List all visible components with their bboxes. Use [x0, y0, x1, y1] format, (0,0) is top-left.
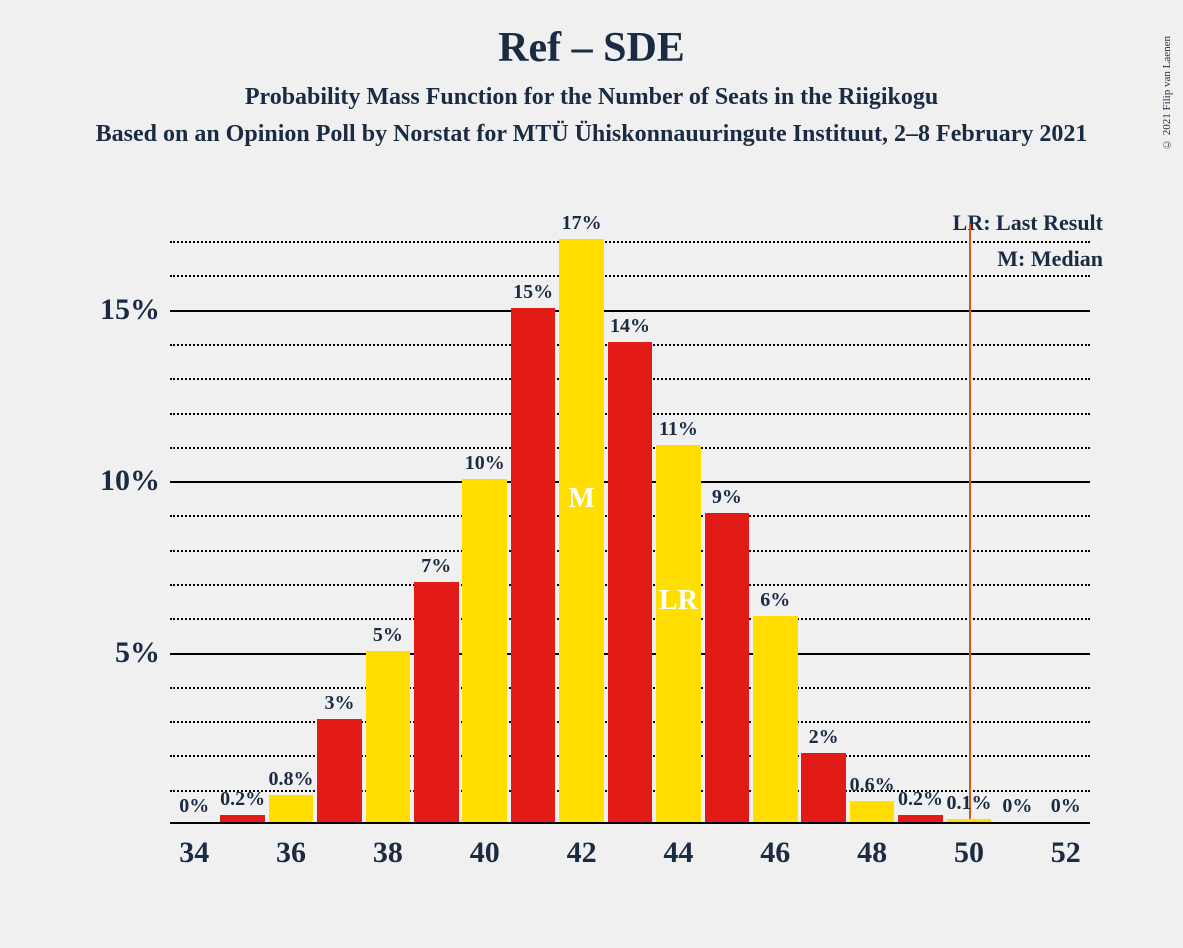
x-axis-tick-label: 34 [179, 836, 209, 870]
gridline-minor [170, 241, 1090, 243]
x-axis-tick-label: 38 [373, 836, 403, 870]
x-axis-tick-label: 36 [276, 836, 306, 870]
bar-value-label: 2% [809, 726, 839, 749]
bar-value-label: 7% [421, 555, 451, 578]
bar-45: 9% [705, 513, 750, 822]
bar-50: 0.1% [947, 819, 992, 822]
bar-value-label: 6% [760, 589, 790, 612]
bar-value-label: 0.2% [898, 788, 943, 811]
chart-container: 5%10%15%0%0.2%0.8%3%5%7%10%15%17%M14%11%… [90, 224, 1110, 864]
bar-41: 15% [511, 308, 556, 822]
bar-value-label: 10% [465, 452, 505, 475]
x-axis-tick-label: 40 [470, 836, 500, 870]
bar-value-label: 0% [1002, 795, 1032, 818]
bar-43: 14% [608, 342, 653, 822]
x-axis-tick-label: 52 [1051, 836, 1081, 870]
bar-value-label: 5% [373, 624, 403, 647]
bar-44: 11%LR [656, 445, 701, 822]
bar-inner-label-lr: LR [659, 585, 698, 617]
chart-title: Ref – SDE [0, 24, 1183, 72]
reference-vline [969, 224, 971, 822]
y-axis-tick-label: 10% [100, 464, 160, 498]
bar-46: 6% [753, 616, 798, 822]
bar-value-label: 0.6% [850, 774, 895, 797]
x-axis-tick-label: 46 [760, 836, 790, 870]
bar-37: 3% [317, 719, 362, 822]
bar-value-label: 3% [324, 692, 354, 715]
bar-inner-label-m: M [568, 483, 594, 515]
chart-subtitle-1: Probability Mass Function for the Number… [0, 84, 1183, 111]
bar-value-label: 9% [712, 486, 742, 509]
plot-area: 5%10%15%0%0.2%0.8%3%5%7%10%15%17%M14%11%… [170, 224, 1090, 824]
bar-39: 7% [414, 582, 459, 822]
y-axis-tick-label: 15% [100, 293, 160, 327]
bar-value-label: 0.2% [220, 788, 265, 811]
bar-value-label: 0.8% [269, 768, 314, 791]
gridline-minor [170, 275, 1090, 277]
copyright-text: © 2021 Filip van Laenen [1161, 36, 1173, 150]
bar-value-label: 0% [179, 795, 209, 818]
bar-48: 0.6% [850, 801, 895, 822]
bar-36: 0.8% [269, 795, 314, 822]
bar-35: 0.2% [220, 815, 265, 822]
bar-value-label: 0.1% [946, 792, 991, 815]
bar-value-label: 11% [659, 418, 698, 441]
x-axis-tick-label: 42 [567, 836, 597, 870]
bar-38: 5% [366, 651, 411, 822]
y-axis-tick-label: 5% [115, 636, 160, 670]
bar-value-label: 0% [1051, 795, 1081, 818]
bar-42: 17%M [559, 239, 604, 822]
bar-49: 0.2% [898, 815, 943, 822]
x-axis-tick-label: 44 [663, 836, 693, 870]
bar-40: 10% [462, 479, 507, 822]
x-axis-tick-label: 50 [954, 836, 984, 870]
bar-value-label: 15% [513, 281, 553, 304]
chart-subtitle-2: Based on an Opinion Poll by Norstat for … [0, 121, 1183, 148]
x-axis-tick-label: 48 [857, 836, 887, 870]
bar-value-label: 14% [610, 315, 650, 338]
bar-value-label: 17% [562, 212, 602, 235]
gridline-major [170, 310, 1090, 312]
bar-47: 2% [801, 753, 846, 822]
